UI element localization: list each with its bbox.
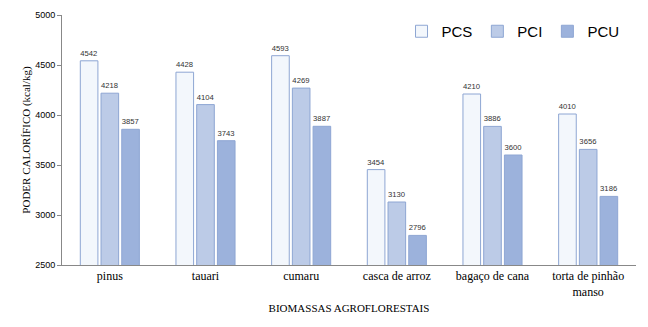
- svg-text:casca de arroz: casca de arroz: [363, 269, 431, 283]
- svg-text:4542: 4542: [80, 49, 97, 58]
- svg-text:PODER CALORÍFICO (kcal/kg): PODER CALORÍFICO (kcal/kg): [20, 66, 33, 214]
- svg-text:2500: 2500: [35, 260, 55, 270]
- svg-text:PCI: PCI: [517, 23, 542, 40]
- svg-text:cumaru: cumaru: [283, 269, 319, 283]
- svg-text:3130: 3130: [388, 190, 405, 199]
- svg-text:bagaço de cana: bagaço de cana: [456, 269, 530, 283]
- svg-text:PCU: PCU: [587, 23, 619, 40]
- svg-text:3857: 3857: [122, 117, 139, 126]
- svg-text:4210: 4210: [463, 82, 480, 91]
- svg-text:3500: 3500: [35, 160, 55, 170]
- svg-text:pinus: pinus: [97, 269, 123, 283]
- svg-text:4593: 4593: [272, 44, 289, 53]
- svg-text:tauari: tauari: [192, 269, 220, 283]
- svg-text:3887: 3887: [313, 114, 330, 123]
- svg-text:3656: 3656: [579, 137, 596, 146]
- svg-text:4500: 4500: [35, 60, 55, 70]
- svg-text:2796: 2796: [409, 223, 426, 232]
- svg-text:4428: 4428: [176, 60, 193, 69]
- svg-text:4010: 4010: [559, 102, 576, 111]
- svg-text:4000: 4000: [35, 110, 55, 120]
- svg-text:3000: 3000: [35, 210, 55, 220]
- svg-text:3454: 3454: [367, 158, 385, 167]
- svg-text:torta de pinhãomanso: torta de pinhãomanso: [552, 269, 624, 299]
- svg-text:4104: 4104: [197, 93, 215, 102]
- svg-text:3743: 3743: [217, 129, 234, 138]
- svg-text:3186: 3186: [600, 184, 617, 193]
- svg-text:3886: 3886: [484, 114, 501, 123]
- svg-text:5000: 5000: [35, 10, 55, 20]
- svg-text:BIOMASSAS AGROFLORESTAIS: BIOMASSAS AGROFLORESTAIS: [269, 302, 430, 314]
- svg-text:PCS: PCS: [442, 23, 473, 40]
- svg-text:3600: 3600: [504, 143, 521, 152]
- svg-text:4269: 4269: [292, 76, 309, 85]
- svg-text:4218: 4218: [101, 81, 118, 90]
